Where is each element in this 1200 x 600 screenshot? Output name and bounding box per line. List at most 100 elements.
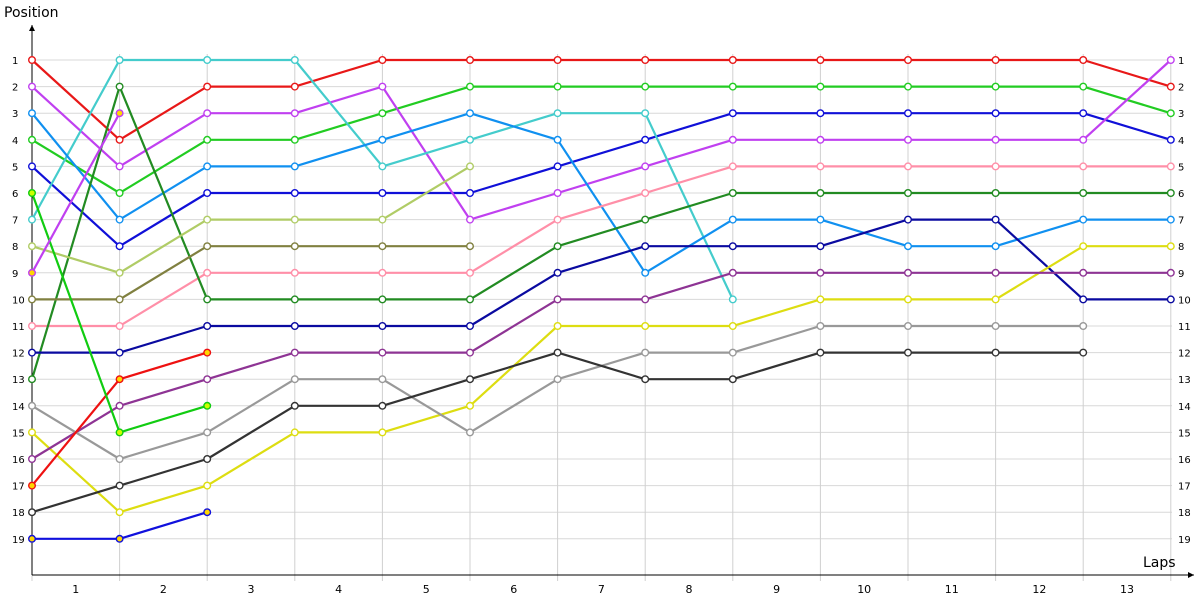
series-17: [28, 188, 212, 437]
series-point: [378, 322, 387, 331]
series-point: [904, 215, 913, 224]
series-point: [1166, 162, 1175, 171]
series-point: [1166, 295, 1175, 304]
series-point: [378, 242, 387, 251]
series-point: [290, 428, 299, 437]
series-point: [378, 56, 387, 65]
series-point: [728, 268, 737, 277]
y-tick-label-left: 3: [12, 109, 18, 120]
series-point: [466, 428, 475, 437]
series-point: [728, 162, 737, 171]
y-tick-label-right: 10: [1178, 295, 1191, 306]
y-tick-label-right: 15: [1178, 428, 1191, 439]
series-point: [1079, 268, 1088, 277]
y-axis-arrow: [29, 25, 35, 31]
series-point: [553, 322, 562, 331]
series-point: [991, 242, 1000, 251]
series-point: [816, 135, 825, 144]
series-point: [115, 401, 124, 410]
y-tick-label-left: 18: [12, 508, 25, 519]
series-line: [31, 245, 1171, 514]
y-tick-label-left: 2: [12, 83, 18, 94]
series-point: [816, 109, 825, 118]
series-point: [816, 268, 825, 277]
series-point: [1079, 322, 1088, 331]
y-tick-label-right: 17: [1178, 482, 1191, 493]
series-point: [904, 188, 913, 197]
series-point: [203, 481, 212, 490]
y-tick-label-left: 6: [12, 189, 18, 200]
series-point: [728, 188, 737, 197]
series-point: [1079, 242, 1088, 251]
series-point: [816, 242, 825, 251]
series-point: [115, 508, 124, 517]
series-point: [28, 135, 37, 144]
series-point: [816, 295, 825, 304]
series-point: [28, 268, 37, 277]
series-point: [378, 348, 387, 357]
y-tick-label-left: 4: [12, 136, 18, 147]
series-point: [904, 295, 913, 304]
series-point: [378, 428, 387, 437]
series-7: [28, 162, 1175, 331]
series-point: [991, 348, 1000, 357]
series-point: [115, 109, 124, 118]
series-point: [378, 135, 387, 144]
x-axis-arrow: [1188, 572, 1194, 578]
series-point: [28, 188, 37, 197]
y-axis-title: Position: [4, 5, 59, 21]
x-tick-label: 13: [1120, 583, 1134, 596]
series-1: [28, 56, 1175, 144]
series-point: [115, 295, 124, 304]
series-point: [378, 109, 387, 118]
series-point: [641, 135, 650, 144]
series-9: [28, 215, 1175, 357]
series-point: [203, 56, 212, 65]
series-point: [466, 56, 475, 65]
series-point: [553, 268, 562, 277]
series-line: [31, 59, 1172, 221]
series-point: [378, 215, 387, 224]
series-point: [290, 242, 299, 251]
series-point: [816, 162, 825, 171]
series-point: [904, 109, 913, 118]
series-point: [115, 188, 124, 197]
x-tick-label: 6: [510, 583, 517, 596]
series-point: [115, 534, 124, 543]
y-tick-label-left: 16: [12, 455, 25, 466]
series-point: [290, 375, 299, 384]
series-point: [728, 295, 737, 304]
series-point: [203, 455, 212, 464]
series-point: [553, 295, 562, 304]
series-point: [728, 135, 737, 144]
y-tick-label-right: 13: [1178, 375, 1191, 386]
series-point: [203, 162, 212, 171]
series-point: [1166, 188, 1175, 197]
series-point: [466, 295, 475, 304]
series-point: [1166, 82, 1175, 91]
series-point: [203, 348, 212, 357]
y-tick-label-right: 6: [1178, 189, 1184, 200]
series-point: [728, 215, 737, 224]
series-point: [816, 188, 825, 197]
series-point: [641, 295, 650, 304]
series-point: [28, 162, 37, 171]
series-point: [466, 109, 475, 118]
series-point: [641, 268, 650, 277]
series-point: [115, 428, 124, 437]
series-point: [203, 215, 212, 224]
series-10: [28, 242, 1175, 517]
series-layer: [28, 56, 1175, 543]
series-point: [466, 135, 475, 144]
series-point: [904, 82, 913, 91]
series-point: [553, 188, 562, 197]
y-tick-label-right: 3: [1178, 109, 1184, 120]
series-point: [115, 481, 124, 490]
series-point: [115, 375, 124, 384]
series-point: [728, 375, 737, 384]
series-point: [816, 56, 825, 65]
series-point: [28, 534, 37, 543]
series-point: [1166, 56, 1175, 65]
series-point: [641, 348, 650, 357]
